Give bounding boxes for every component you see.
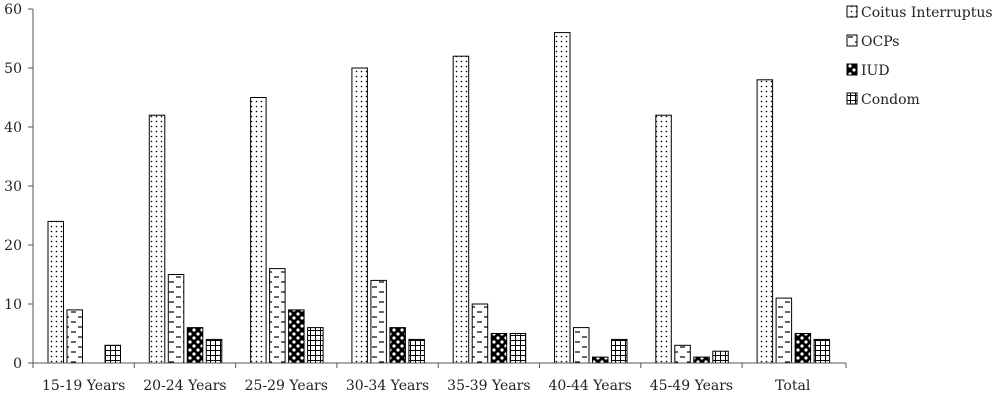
bar-condom-25-29-years [307, 327, 324, 364]
x-tick-label: Total [775, 378, 811, 394]
bar-iud-total [794, 333, 812, 364]
y-tick-label: 10 [4, 297, 22, 313]
bar-iud-40-44-years [592, 356, 609, 364]
legend-swatch-condom [846, 92, 858, 105]
y-tick-label: 0 [13, 356, 22, 372]
bar-iud-45-49-years [693, 356, 710, 364]
legend-label-condom: Condom [861, 92, 920, 108]
x-tick-label: 35-39 Years [447, 378, 530, 394]
bar-iud-20-24-years [186, 327, 204, 364]
legend-swatch-ocps [846, 34, 858, 47]
bar-condom-35-39-years [509, 333, 527, 364]
legend-swatch-iud [846, 63, 858, 76]
y-tick-label: 60 [4, 2, 22, 18]
legend-label-iud: IUD [861, 63, 890, 79]
bar-condom-total [813, 338, 831, 364]
bar-ocps-total [775, 297, 793, 364]
x-tick-label: 25-29 Years [245, 378, 328, 394]
bar-coitus-interruptus-15-19-years [47, 220, 64, 364]
legend-label-coitus-interruptus: Coitus Interruptus [861, 5, 993, 21]
bar-iud-30-34-years [389, 327, 406, 364]
bar-ocps-35-39-years [471, 303, 489, 364]
bar-coitus-interruptus-25-29-years [250, 97, 267, 364]
x-tick-label: 45-49 Years [650, 378, 733, 394]
bar-iud-35-39-years [490, 333, 508, 364]
legend-label-ocps: OCPs [861, 34, 899, 50]
bar-condom-45-49-years [712, 350, 729, 364]
legend: Coitus Interruptus OCPs IUD Condom [846, 5, 993, 108]
legend-swatch-coitus-interruptus [846, 5, 858, 18]
bar-coitus-interruptus-45-49-years [655, 114, 672, 364]
bar-ocps-15-19-years [66, 309, 83, 364]
y-tick-label: 40 [4, 120, 22, 136]
y-axis: 0 10 20 30 40 50 60 [4, 2, 34, 372]
bar-ocps-45-49-years [674, 344, 691, 364]
bar-coitus-interruptus-30-34-years [351, 67, 368, 364]
bar-condom-15-19-years [104, 344, 121, 364]
bar-condom-20-24-years [205, 338, 223, 364]
bar-ocps-25-29-years [269, 268, 286, 364]
bar-condom-40-44-years [611, 338, 628, 364]
bar-ocps-40-44-years [573, 327, 590, 364]
bar-coitus-interruptus-40-44-years [554, 32, 571, 364]
bar-ocps-20-24-years [167, 274, 185, 364]
y-tick-label: 30 [4, 179, 22, 195]
y-tick-label: 50 [4, 61, 22, 77]
x-axis: 15-19 Years 20-24 Years 25-29 Years 30-34 Y… [32, 362, 847, 394]
bar-iud-25-29-years [288, 309, 305, 364]
x-tick-label: 20-24 Years [143, 378, 226, 394]
bar-coitus-interruptus-20-24-years [148, 114, 166, 364]
bar-coitus-interruptus-total [756, 79, 774, 364]
bar-ocps-30-34-years [370, 279, 387, 364]
y-tick-label: 20 [4, 238, 22, 254]
x-tick-label: 40-44 Years [548, 378, 631, 394]
bar-condom-30-34-years [408, 338, 425, 364]
x-tick-label: 30-34 Years [346, 378, 429, 394]
bar-coitus-interruptus-35-39-years [452, 55, 470, 364]
bars [47, 32, 831, 364]
x-tick-label: 15-19 Years [42, 378, 125, 394]
